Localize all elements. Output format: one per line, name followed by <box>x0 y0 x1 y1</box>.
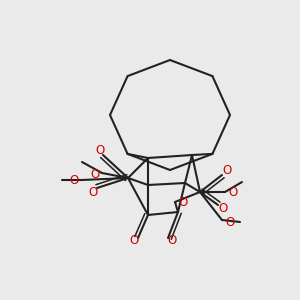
Text: O: O <box>90 167 100 181</box>
Text: O: O <box>218 202 228 215</box>
Text: O: O <box>228 187 238 200</box>
Text: O: O <box>95 143 105 157</box>
Text: O: O <box>88 187 98 200</box>
Text: O: O <box>129 235 139 248</box>
Text: O: O <box>167 235 177 248</box>
Text: O: O <box>225 215 235 229</box>
Text: O: O <box>69 175 79 188</box>
Text: O: O <box>222 164 232 178</box>
Text: O: O <box>178 196 188 208</box>
